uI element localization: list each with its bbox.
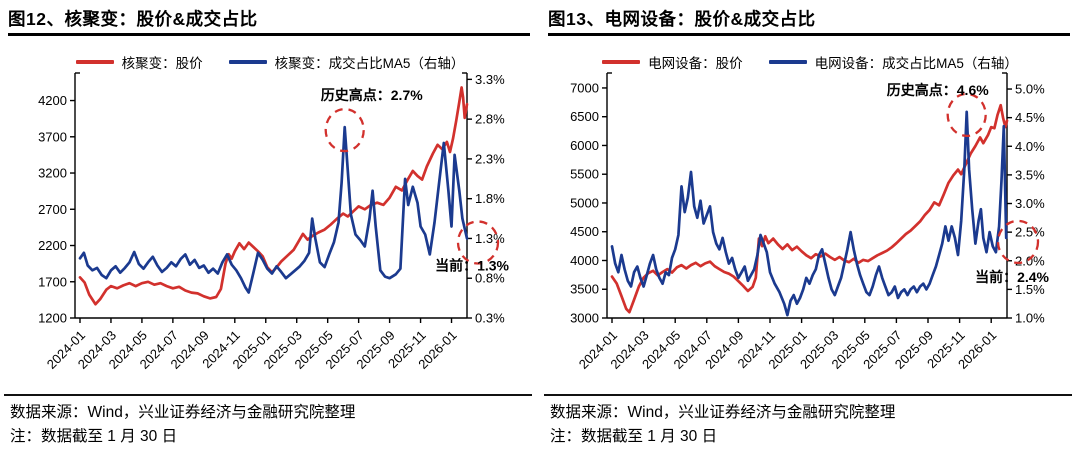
svg-text:6000: 6000 xyxy=(570,138,599,153)
svg-text:3200: 3200 xyxy=(38,166,67,181)
svg-text:2.0%: 2.0% xyxy=(1015,253,1045,268)
fig12-legend: 核聚变：股价 核聚变：成交占比MA5（右轴） xyxy=(0,52,540,72)
svg-text:1.3%: 1.3% xyxy=(475,231,505,246)
svg-text:当前：1.3%: 当前：1.3% xyxy=(435,258,509,274)
legend-item-volume-share: 电网设备：成交占比MA5（右轴） xyxy=(768,52,1018,72)
fig12-panel: 图12、核聚变：股价&成交占比 核聚变：股价 核聚变：成交占比MA5（右轴） 4… xyxy=(0,9,540,445)
svg-text:3700: 3700 xyxy=(38,129,67,144)
fig13-title-underline xyxy=(548,33,1070,36)
fig13-panel: 图13、电网设备：股价&成交占比 电网设备：股价 电网设备：成交占比MA5（右轴… xyxy=(540,0,1080,458)
fig12-data-note: 注：数据截至 1 月 30 日 xyxy=(10,428,178,445)
svg-text:4.0%: 4.0% xyxy=(1015,139,1045,154)
svg-text:1.8%: 1.8% xyxy=(475,191,505,206)
svg-text:1700: 1700 xyxy=(38,274,67,289)
svg-text:2200: 2200 xyxy=(38,238,67,253)
legend-label-price: 电网设备：股价 xyxy=(648,56,743,71)
price-line-swatch xyxy=(602,60,641,64)
legend-item-volume-share: 核聚变：成交占比MA5（右轴） xyxy=(228,52,465,72)
fig13-data-source: 数据来源：Wind，兴业证券经济与金融研究院整理 xyxy=(550,404,896,421)
svg-text:1.5%: 1.5% xyxy=(1015,282,1045,297)
svg-text:6500: 6500 xyxy=(570,109,599,124)
fig13-footer-divider xyxy=(544,394,1072,396)
svg-text:1.0%: 1.0% xyxy=(1015,311,1045,326)
svg-text:2700: 2700 xyxy=(38,202,67,217)
fig12-line-chart: 4200 3700 3200 2700 2200 1700 1200 3.3% 2.8% 2.3%… xyxy=(38,72,509,372)
svg-text:5000: 5000 xyxy=(570,196,599,211)
fig13-title: 图13、电网设备：股价&成交占比 xyxy=(548,9,816,29)
svg-text:3.3%: 3.3% xyxy=(475,72,505,87)
fig12-footer-divider xyxy=(4,394,532,396)
svg-text:7000: 7000 xyxy=(570,81,599,96)
fig13-line-chart: 7000 6500 6000 5500 5000 4500 4000 3500 3000 5.0%… xyxy=(570,72,1050,372)
legend-label-volume-share: 核聚变：成交占比MA5（右轴） xyxy=(274,56,465,71)
svg-text:历史高点：2.7%: 历史高点：2.7% xyxy=(321,87,423,103)
svg-text:2.3%: 2.3% xyxy=(475,151,505,166)
svg-text:3.5%: 3.5% xyxy=(1015,167,1045,182)
svg-text:2.5%: 2.5% xyxy=(1015,225,1045,240)
fig13-legend: 电网设备：股价 电网设备：成交占比MA5（右轴） xyxy=(540,52,1080,72)
svg-text:4000: 4000 xyxy=(570,253,599,268)
legend-item-price: 电网设备：股价 xyxy=(602,52,743,72)
svg-text:当前：2.4%: 当前：2.4% xyxy=(975,269,1049,285)
svg-text:0.3%: 0.3% xyxy=(475,311,505,326)
price-line-swatch xyxy=(75,60,114,64)
volume-share-line-swatch xyxy=(228,60,267,64)
fig12-data-source: 数据来源：Wind，兴业证券经济与金融研究院整理 xyxy=(10,404,356,421)
fig12-title: 图12、核聚变：股价&成交占比 xyxy=(8,9,258,29)
fig12-title-underline xyxy=(8,33,530,36)
legend-item-price: 核聚变：股价 xyxy=(75,52,203,72)
svg-text:3000: 3000 xyxy=(570,311,599,326)
svg-text:4200: 4200 xyxy=(38,93,67,108)
volume-share-line-swatch xyxy=(768,60,807,64)
svg-text:4500: 4500 xyxy=(570,224,599,239)
svg-text:3500: 3500 xyxy=(570,282,599,297)
svg-text:5500: 5500 xyxy=(570,167,599,182)
svg-text:历史高点：4.6%: 历史高点：4.6% xyxy=(887,82,989,98)
svg-text:1200: 1200 xyxy=(38,311,67,326)
legend-label-volume-share: 电网设备：成交占比MA5（右轴） xyxy=(814,56,1018,71)
svg-text:5.0%: 5.0% xyxy=(1015,82,1045,97)
svg-text:2.8%: 2.8% xyxy=(475,112,505,127)
svg-text:0.8%: 0.8% xyxy=(475,271,505,286)
fig13-data-note: 注：数据截至 1 月 30 日 xyxy=(550,428,718,445)
svg-text:3.0%: 3.0% xyxy=(1015,196,1045,211)
legend-label-price: 核聚变：股价 xyxy=(121,56,203,71)
svg-text:4.5%: 4.5% xyxy=(1015,110,1045,125)
